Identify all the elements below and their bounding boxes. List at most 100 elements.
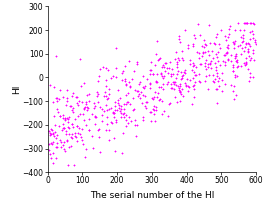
Point [211, 74, 215, 77]
Point [242, 49, 246, 52]
Point [161, 63, 166, 67]
Point [49, 156, 53, 159]
Point [65, 97, 69, 100]
Point [178, 89, 182, 93]
Point [91, 146, 95, 150]
Point [113, 100, 117, 104]
Point [154, 80, 158, 84]
Point [86, 117, 91, 121]
Point [92, 104, 97, 108]
Point [201, 50, 205, 53]
Point [230, 70, 235, 73]
Point [153, 63, 158, 67]
Point [96, 100, 100, 104]
Point [247, 80, 251, 83]
Point [120, 151, 124, 154]
Point [242, 64, 247, 67]
Point [118, 109, 122, 112]
Point [100, 108, 104, 111]
Point [149, 119, 153, 123]
Point [232, 46, 237, 50]
Point [72, 131, 77, 135]
Point [202, 64, 207, 68]
Point [49, 132, 53, 135]
Point [191, 42, 195, 46]
Point [197, 73, 201, 76]
Point [163, 69, 167, 72]
Point [144, 106, 148, 109]
Point [154, 108, 158, 112]
Point [226, 58, 230, 61]
Point [252, 59, 256, 62]
Point [236, 45, 240, 48]
Point [173, 95, 177, 98]
Point [63, 149, 68, 153]
Point [164, 61, 168, 64]
Point [152, 95, 156, 98]
Point [180, 77, 184, 80]
Point [216, 59, 220, 63]
Point [234, 58, 239, 62]
Point [79, 135, 83, 139]
Point [126, 59, 131, 63]
Point [160, 99, 164, 103]
Point [169, 87, 173, 90]
Point [223, 63, 227, 67]
Point [75, 101, 79, 105]
Point [54, 156, 59, 160]
Point [217, 77, 221, 80]
Point [122, 115, 126, 118]
Point [81, 142, 85, 145]
Point [82, 81, 86, 85]
Point [206, 63, 210, 66]
Point [70, 106, 75, 109]
Point [141, 115, 145, 118]
Point [59, 140, 63, 144]
Point [67, 126, 71, 129]
Point [213, 42, 217, 46]
Point [161, 109, 166, 112]
Point [233, 28, 237, 31]
Point [246, 47, 250, 51]
Point [173, 76, 178, 79]
Point [203, 42, 207, 46]
Point [246, 51, 251, 54]
Y-axis label: HI: HI [12, 85, 21, 94]
Point [144, 100, 149, 103]
Point [177, 41, 182, 44]
Point [239, 40, 244, 44]
Point [169, 74, 173, 77]
Point [169, 67, 174, 71]
Point [242, 61, 246, 65]
Point [152, 104, 156, 108]
Point [181, 94, 185, 98]
Point [104, 78, 109, 81]
Point [214, 52, 218, 56]
Point [78, 133, 82, 136]
Point [133, 118, 137, 122]
Point [241, 36, 245, 39]
Point [62, 147, 66, 151]
Point [200, 55, 204, 58]
Point [98, 67, 102, 70]
Point [55, 145, 59, 148]
Point [231, 63, 235, 66]
Point [246, 42, 250, 45]
Point [100, 113, 104, 117]
Point [231, 66, 235, 69]
Point [153, 90, 157, 93]
Point [196, 22, 200, 26]
Point [192, 70, 196, 73]
Point [107, 87, 111, 91]
Point [233, 56, 237, 59]
Point [252, 23, 256, 26]
Point [65, 139, 69, 143]
Point [197, 52, 201, 55]
Point [103, 103, 108, 106]
Point [176, 56, 180, 60]
Point [163, 62, 167, 65]
Point [248, 21, 252, 25]
Point [131, 108, 135, 111]
Point [248, 75, 252, 79]
Point [251, 76, 256, 79]
